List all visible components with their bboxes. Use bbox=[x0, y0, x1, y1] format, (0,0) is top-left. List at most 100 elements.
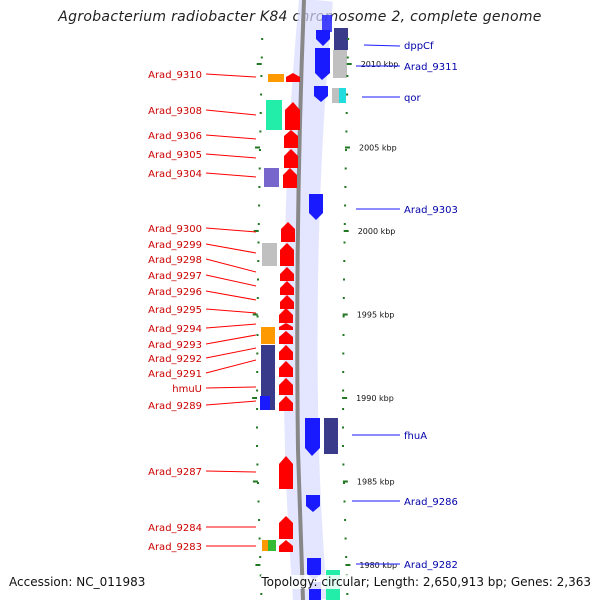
gene-label-forward[interactable]: Arad_9295 bbox=[148, 305, 202, 316]
scale-label: 2005 kbp bbox=[359, 144, 397, 153]
gene-label-forward[interactable]: Arad_9293 bbox=[148, 340, 202, 351]
gene-arad-9283-arrow[interactable] bbox=[279, 540, 293, 552]
tick-left bbox=[257, 278, 259, 281]
gene-arad-9296-arrow[interactable] bbox=[280, 295, 294, 309]
tick-right bbox=[342, 371, 345, 373]
gene-arad-9291-arrow[interactable] bbox=[279, 361, 293, 377]
gene-arad-9308-arrow[interactable] bbox=[285, 102, 300, 130]
gene-arad-9310-arrow[interactable] bbox=[286, 73, 300, 82]
gene-arad-9286-arrow[interactable] bbox=[306, 495, 320, 512]
gene-fhua-navy[interactable] bbox=[324, 418, 338, 454]
tick-left bbox=[259, 130, 262, 133]
leader-line-forward bbox=[205, 153, 257, 159]
tick-right bbox=[343, 223, 346, 225]
scale-label: 1990 kbp bbox=[356, 394, 394, 403]
gene-dppcf-block-1[interactable] bbox=[322, 15, 332, 32]
tick-right bbox=[342, 389, 345, 392]
gene-qor-gray[interactable] bbox=[332, 88, 339, 103]
gene-arad-9292-navy[interactable] bbox=[261, 345, 275, 397]
gene-label-reverse[interactable]: Arad_9303 bbox=[404, 205, 458, 216]
gene-arad-9305-arrow[interactable] bbox=[284, 149, 298, 168]
gene-arad-9311-gray[interactable] bbox=[333, 50, 347, 78]
gene-label-forward[interactable]: Arad_9305 bbox=[148, 150, 202, 161]
gene-label-forward[interactable]: Arad_9291 bbox=[148, 369, 202, 380]
gene-arad-9299-gray[interactable] bbox=[262, 243, 277, 266]
gene-arad-9294-orange[interactable] bbox=[261, 327, 275, 344]
tick-right bbox=[345, 130, 348, 133]
gene-arad-9297-arrow[interactable] bbox=[280, 281, 294, 295]
gene-arad-9303-arrow[interactable] bbox=[309, 194, 323, 220]
gene-label-forward[interactable]: Arad_9289 bbox=[148, 401, 202, 412]
leader-line-forward bbox=[205, 323, 257, 329]
gene-arad-9293-arrow[interactable] bbox=[279, 331, 293, 344]
gene-label-forward[interactable]: Arad_9283 bbox=[148, 542, 202, 553]
tick-right bbox=[344, 186, 347, 188]
gene-arad-9289-arrow[interactable] bbox=[279, 396, 293, 411]
gene-arad-9292-arrow[interactable] bbox=[279, 345, 293, 360]
tick-left bbox=[257, 223, 260, 225]
gene-hmuu-arrow[interactable] bbox=[279, 378, 293, 395]
gene-dppcf-arrow[interactable] bbox=[316, 30, 330, 46]
tick-left bbox=[257, 241, 260, 244]
tick-right bbox=[345, 112, 348, 114]
gene-arad-9287-arrow[interactable] bbox=[279, 456, 293, 489]
gene-label-forward[interactable]: Arad_9299 bbox=[148, 240, 202, 251]
scale-labels: 2010 kbp 2005 kbp 2000 kbp 1995 kbp 1990 kbp… bbox=[252, 60, 398, 570]
gene-arad-9299-arrow[interactable] bbox=[280, 243, 294, 266]
gene-label-reverse[interactable]: fhuA bbox=[404, 431, 427, 442]
gene-label-reverse[interactable]: Arad_9286 bbox=[404, 497, 458, 508]
gene-label-forward[interactable]: Arad_9294 bbox=[148, 324, 202, 335]
gene-label-reverse[interactable]: Arad_9282 bbox=[404, 560, 458, 571]
gene-arad-9283-green[interactable] bbox=[268, 540, 276, 551]
gene-label-forward[interactable]: Arad_9298 bbox=[148, 255, 202, 266]
tick-right bbox=[346, 93, 349, 96]
gene-arad-9308-teal[interactable] bbox=[266, 100, 282, 130]
gene-qor-cyan[interactable] bbox=[339, 88, 346, 103]
tick-right bbox=[343, 500, 346, 503]
gene-label-forward[interactable]: Arad_9297 bbox=[148, 271, 202, 282]
gene-arad-9311-arrow[interactable] bbox=[315, 48, 330, 80]
gene-arad-9306-arrow[interactable] bbox=[284, 130, 298, 148]
gene-label-forward[interactable]: Arad_9292 bbox=[148, 354, 202, 365]
gene-label-forward[interactable]: Arad_9287 bbox=[148, 467, 202, 478]
gene-label-forward[interactable]: Arad_9300 bbox=[148, 224, 202, 235]
leader-line-forward bbox=[205, 73, 257, 78]
gene-label-forward[interactable]: Arad_9310 bbox=[148, 70, 202, 81]
gene-arad-9282-arrow[interactable] bbox=[307, 558, 321, 580]
gene-arad-9283-orange[interactable] bbox=[262, 540, 268, 551]
gene-arad-9289-navy[interactable] bbox=[270, 396, 275, 410]
scale-tick-left bbox=[255, 564, 261, 566]
gene-arad-9298-arrow[interactable] bbox=[280, 267, 294, 281]
scale-label: 2010 kbp bbox=[361, 60, 399, 69]
gene-label-forward[interactable]: Arad_9284 bbox=[148, 523, 202, 534]
tick-left bbox=[259, 574, 262, 577]
gene-label-reverse[interactable]: dppCf bbox=[404, 41, 434, 52]
gene-label-forward[interactable]: hmuU bbox=[172, 384, 202, 395]
gene-label-forward[interactable]: Arad_9296 bbox=[148, 287, 202, 298]
gene-fhua-arrow[interactable] bbox=[305, 418, 320, 456]
tick-right bbox=[342, 408, 345, 410]
gene-label-reverse[interactable]: Arad_9311 bbox=[404, 62, 458, 73]
gene-arad-9300-arrow[interactable] bbox=[281, 222, 295, 242]
gene-arad-9284-arrow[interactable] bbox=[279, 516, 293, 539]
gene-arad-9289-blue[interactable] bbox=[260, 396, 270, 410]
gene-arad-9295-arrow[interactable] bbox=[279, 308, 293, 323]
scale-tick bbox=[345, 564, 351, 566]
tick-right bbox=[342, 426, 344, 429]
tick-left bbox=[256, 389, 259, 392]
gene-label-reverse[interactable]: qor bbox=[404, 93, 421, 104]
gene-dppcf-navy[interactable] bbox=[334, 28, 348, 50]
tick-right bbox=[346, 593, 349, 595]
tick-left bbox=[261, 38, 264, 40]
accession-text: Accession: NC_011983 bbox=[9, 575, 146, 589]
gene-label-forward[interactable]: Arad_9304 bbox=[148, 169, 202, 180]
gene-qor-arrow[interactable] bbox=[314, 86, 328, 102]
gene-label-forward[interactable]: Arad_9306 bbox=[148, 131, 202, 142]
gene-arad-9304-purple[interactable] bbox=[264, 168, 279, 187]
gene-label-forward[interactable]: Arad_9308 bbox=[148, 106, 202, 117]
tick-right bbox=[342, 445, 344, 447]
tick-right bbox=[342, 297, 345, 299]
gene-arad-9304-arrow[interactable] bbox=[283, 168, 297, 188]
gene-arad-9294-arrow[interactable] bbox=[279, 323, 293, 330]
gene-arad-9310-orange[interactable] bbox=[268, 74, 284, 82]
